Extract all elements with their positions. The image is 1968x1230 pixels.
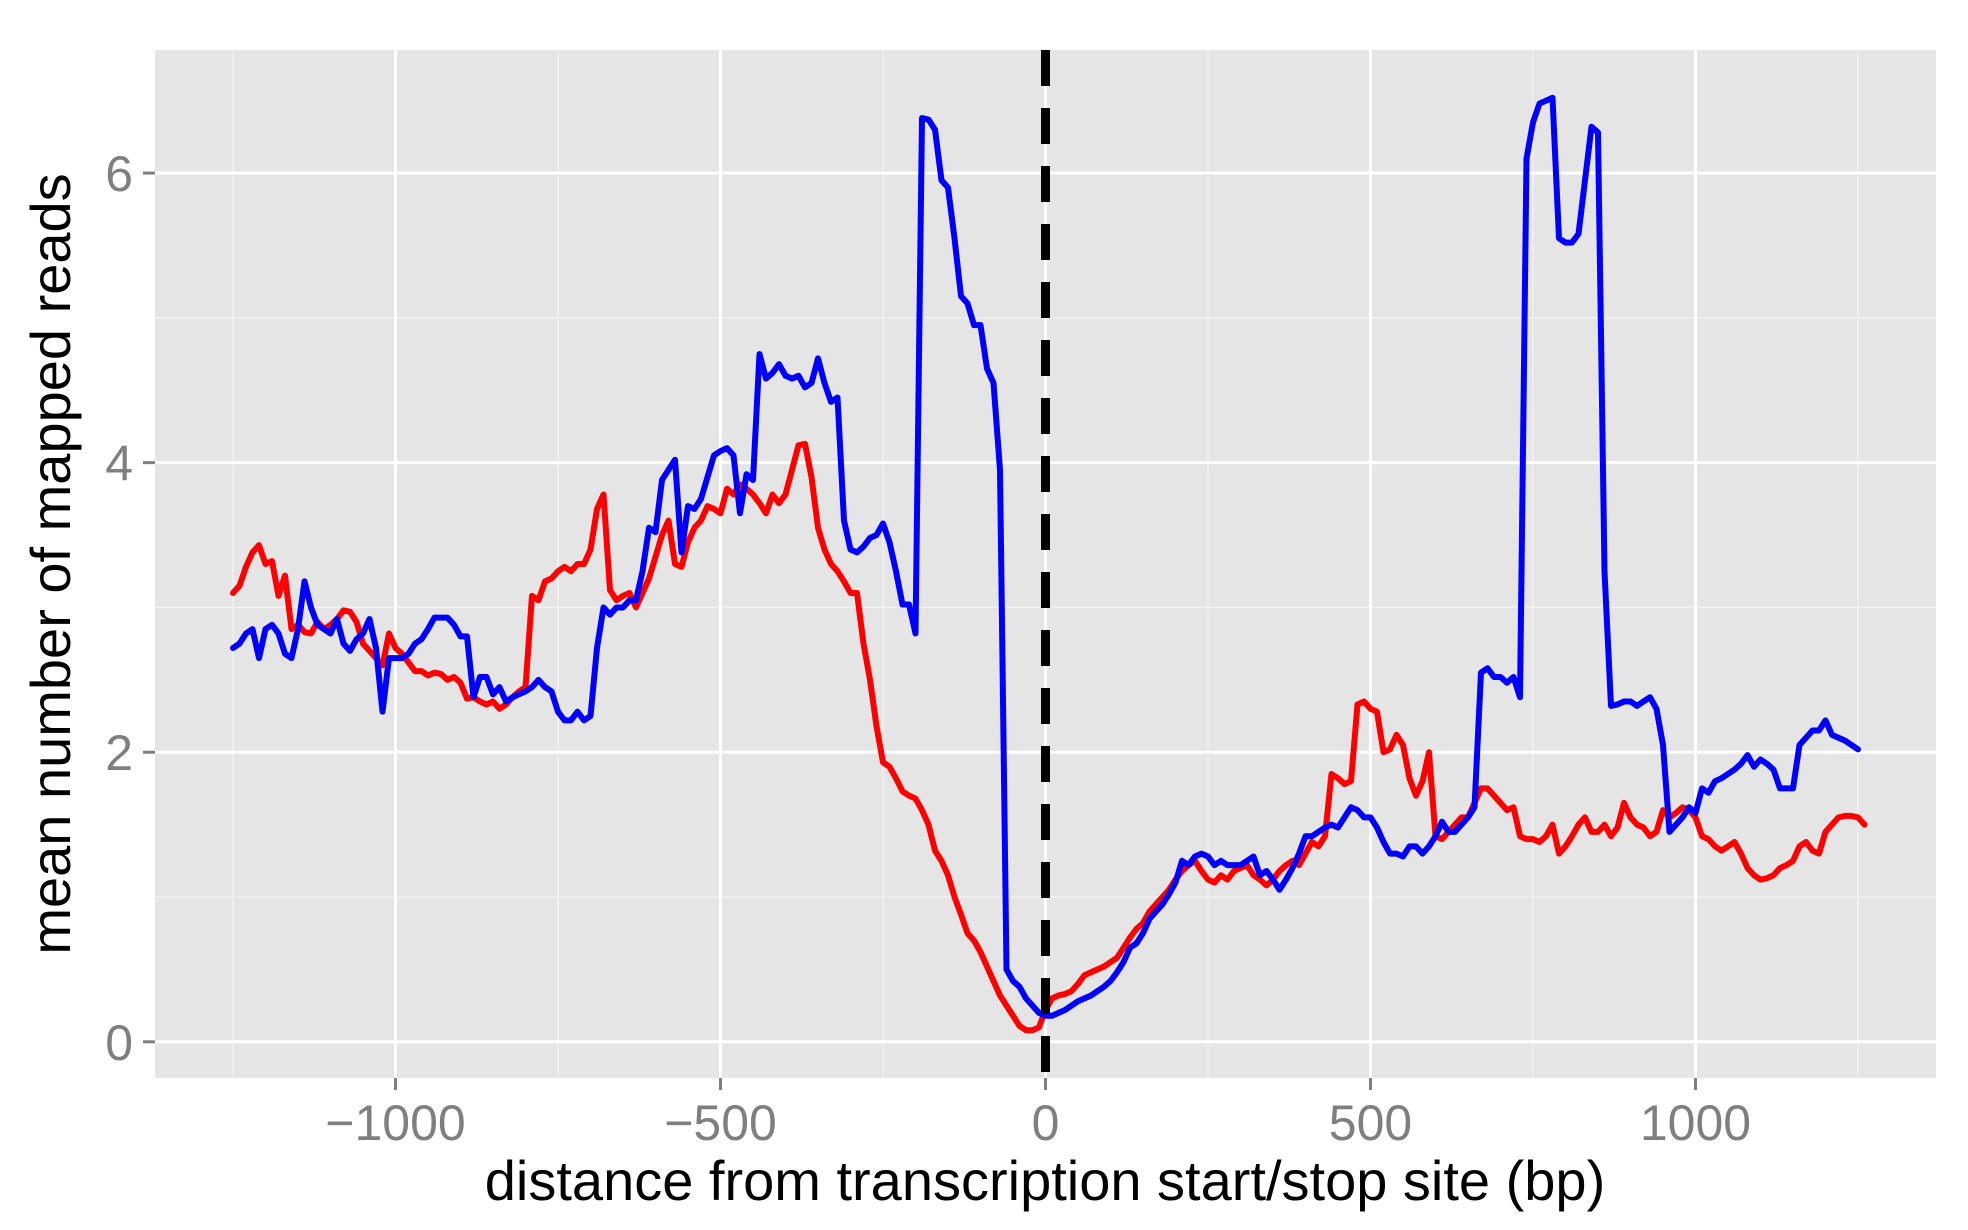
y-axis-ticks: 0 2 4 6 [105, 146, 155, 1071]
y-tick-label: 6 [105, 146, 133, 202]
y-axis-title: mean number of mapped reads [19, 173, 82, 954]
y-tick-label: 0 [105, 1015, 133, 1071]
x-tick-label: 500 [1329, 1095, 1412, 1151]
x-tick-label: −500 [664, 1095, 777, 1151]
x-tick-label: −1000 [325, 1095, 465, 1151]
x-tick-label: 0 [1032, 1095, 1060, 1151]
series-line-2 [230, 94, 1861, 1019]
x-axis-ticks: −1000 −500 0 500 1000 [325, 1078, 1751, 1151]
y-tick-label: 4 [105, 436, 133, 492]
minor-gridlines [155, 50, 1936, 1078]
x-axis-title: distance from transcription start/stop s… [485, 1149, 1605, 1212]
y-tick-label: 2 [105, 725, 133, 781]
x-tick-label: 1000 [1640, 1095, 1751, 1151]
